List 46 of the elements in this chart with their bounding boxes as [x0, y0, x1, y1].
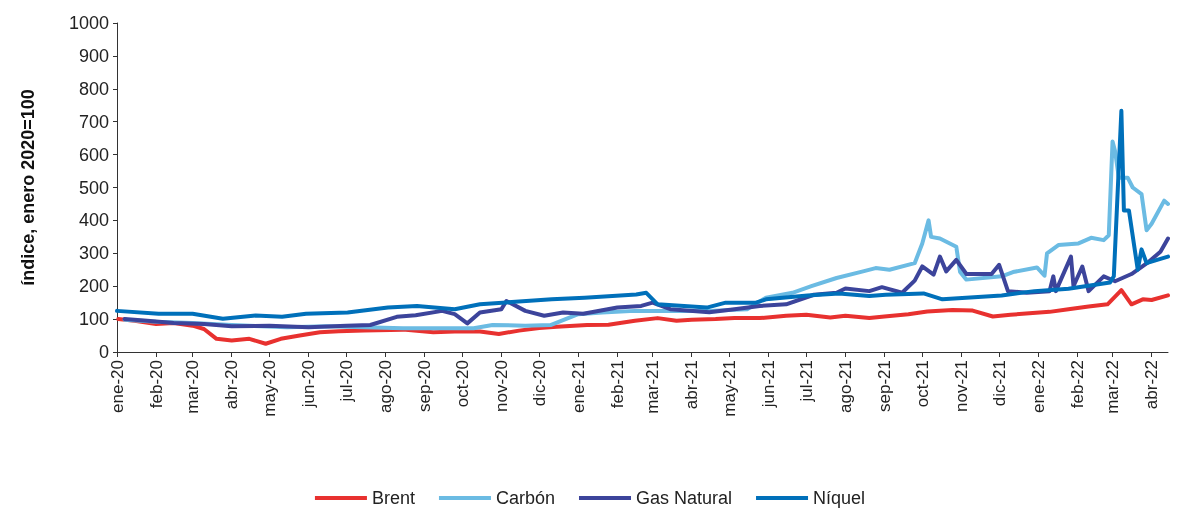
x-tick-label: oct-21 [912, 360, 932, 408]
x-tick-label: mar-22 [1103, 360, 1123, 414]
x-tick-label: abr-20 [222, 360, 242, 410]
x-tick-label: may-20 [259, 360, 279, 417]
x-tick-label: abr-22 [1142, 360, 1162, 410]
x-tick-label: dic-21 [989, 360, 1009, 407]
x-tick-label: ago-21 [835, 360, 855, 413]
x-tick-label: feb-22 [1067, 360, 1087, 409]
y-tick-label: 1000 [68, 13, 109, 33]
y-tick-label: 800 [78, 78, 109, 99]
y-tick-label: 0 [98, 342, 109, 362]
y-tick-label: 900 [78, 45, 109, 66]
x-tick-label: dic-20 [529, 360, 549, 407]
legend-label: Carbón [495, 488, 556, 508]
x-tick-label: feb-21 [607, 360, 627, 409]
x-tick-label: may-21 [719, 360, 739, 417]
x-tick-label: feb-20 [146, 360, 166, 409]
y-tick-label: 400 [78, 210, 109, 231]
line-series [116, 288, 1170, 346]
legend-label: Gas Natural [635, 488, 733, 508]
x-tick-label: nov-21 [951, 360, 971, 412]
legend-label: Níquel [813, 488, 866, 508]
x-tick-label: jun-21 [759, 360, 779, 409]
y-tick-label: 700 [78, 111, 109, 132]
x-tick-label: abr-21 [682, 360, 702, 410]
x-tick-label: ago-20 [375, 360, 395, 413]
x-tick-label: sep-20 [414, 360, 434, 412]
y-tick-label: 200 [78, 276, 109, 297]
x-tick-label: ene-22 [1028, 360, 1048, 413]
x-tick-label: ene-20 [107, 360, 127, 413]
x-tick-label: jul-20 [336, 360, 356, 403]
x-tick-label: oct-20 [452, 360, 472, 408]
y-tick-label: 600 [78, 144, 109, 165]
x-tick-label: nov-20 [491, 360, 511, 412]
x-tick-label: mar-21 [643, 360, 663, 414]
x-tick-label: jul-21 [796, 360, 816, 403]
x-tick-label: jun-20 [299, 360, 319, 409]
legend-label: Brent [371, 488, 415, 508]
x-tick-label: ene-21 [568, 360, 588, 413]
y-tick-label: 300 [78, 243, 109, 264]
y-tick-label: 500 [78, 177, 109, 198]
x-tick-label: mar-20 [183, 360, 203, 414]
line-series [115, 108, 1170, 321]
y-axis-title: índice, enero 2020=100 [18, 89, 38, 286]
x-tick-label: sep-21 [874, 360, 894, 412]
y-tick-label: 100 [78, 309, 109, 330]
